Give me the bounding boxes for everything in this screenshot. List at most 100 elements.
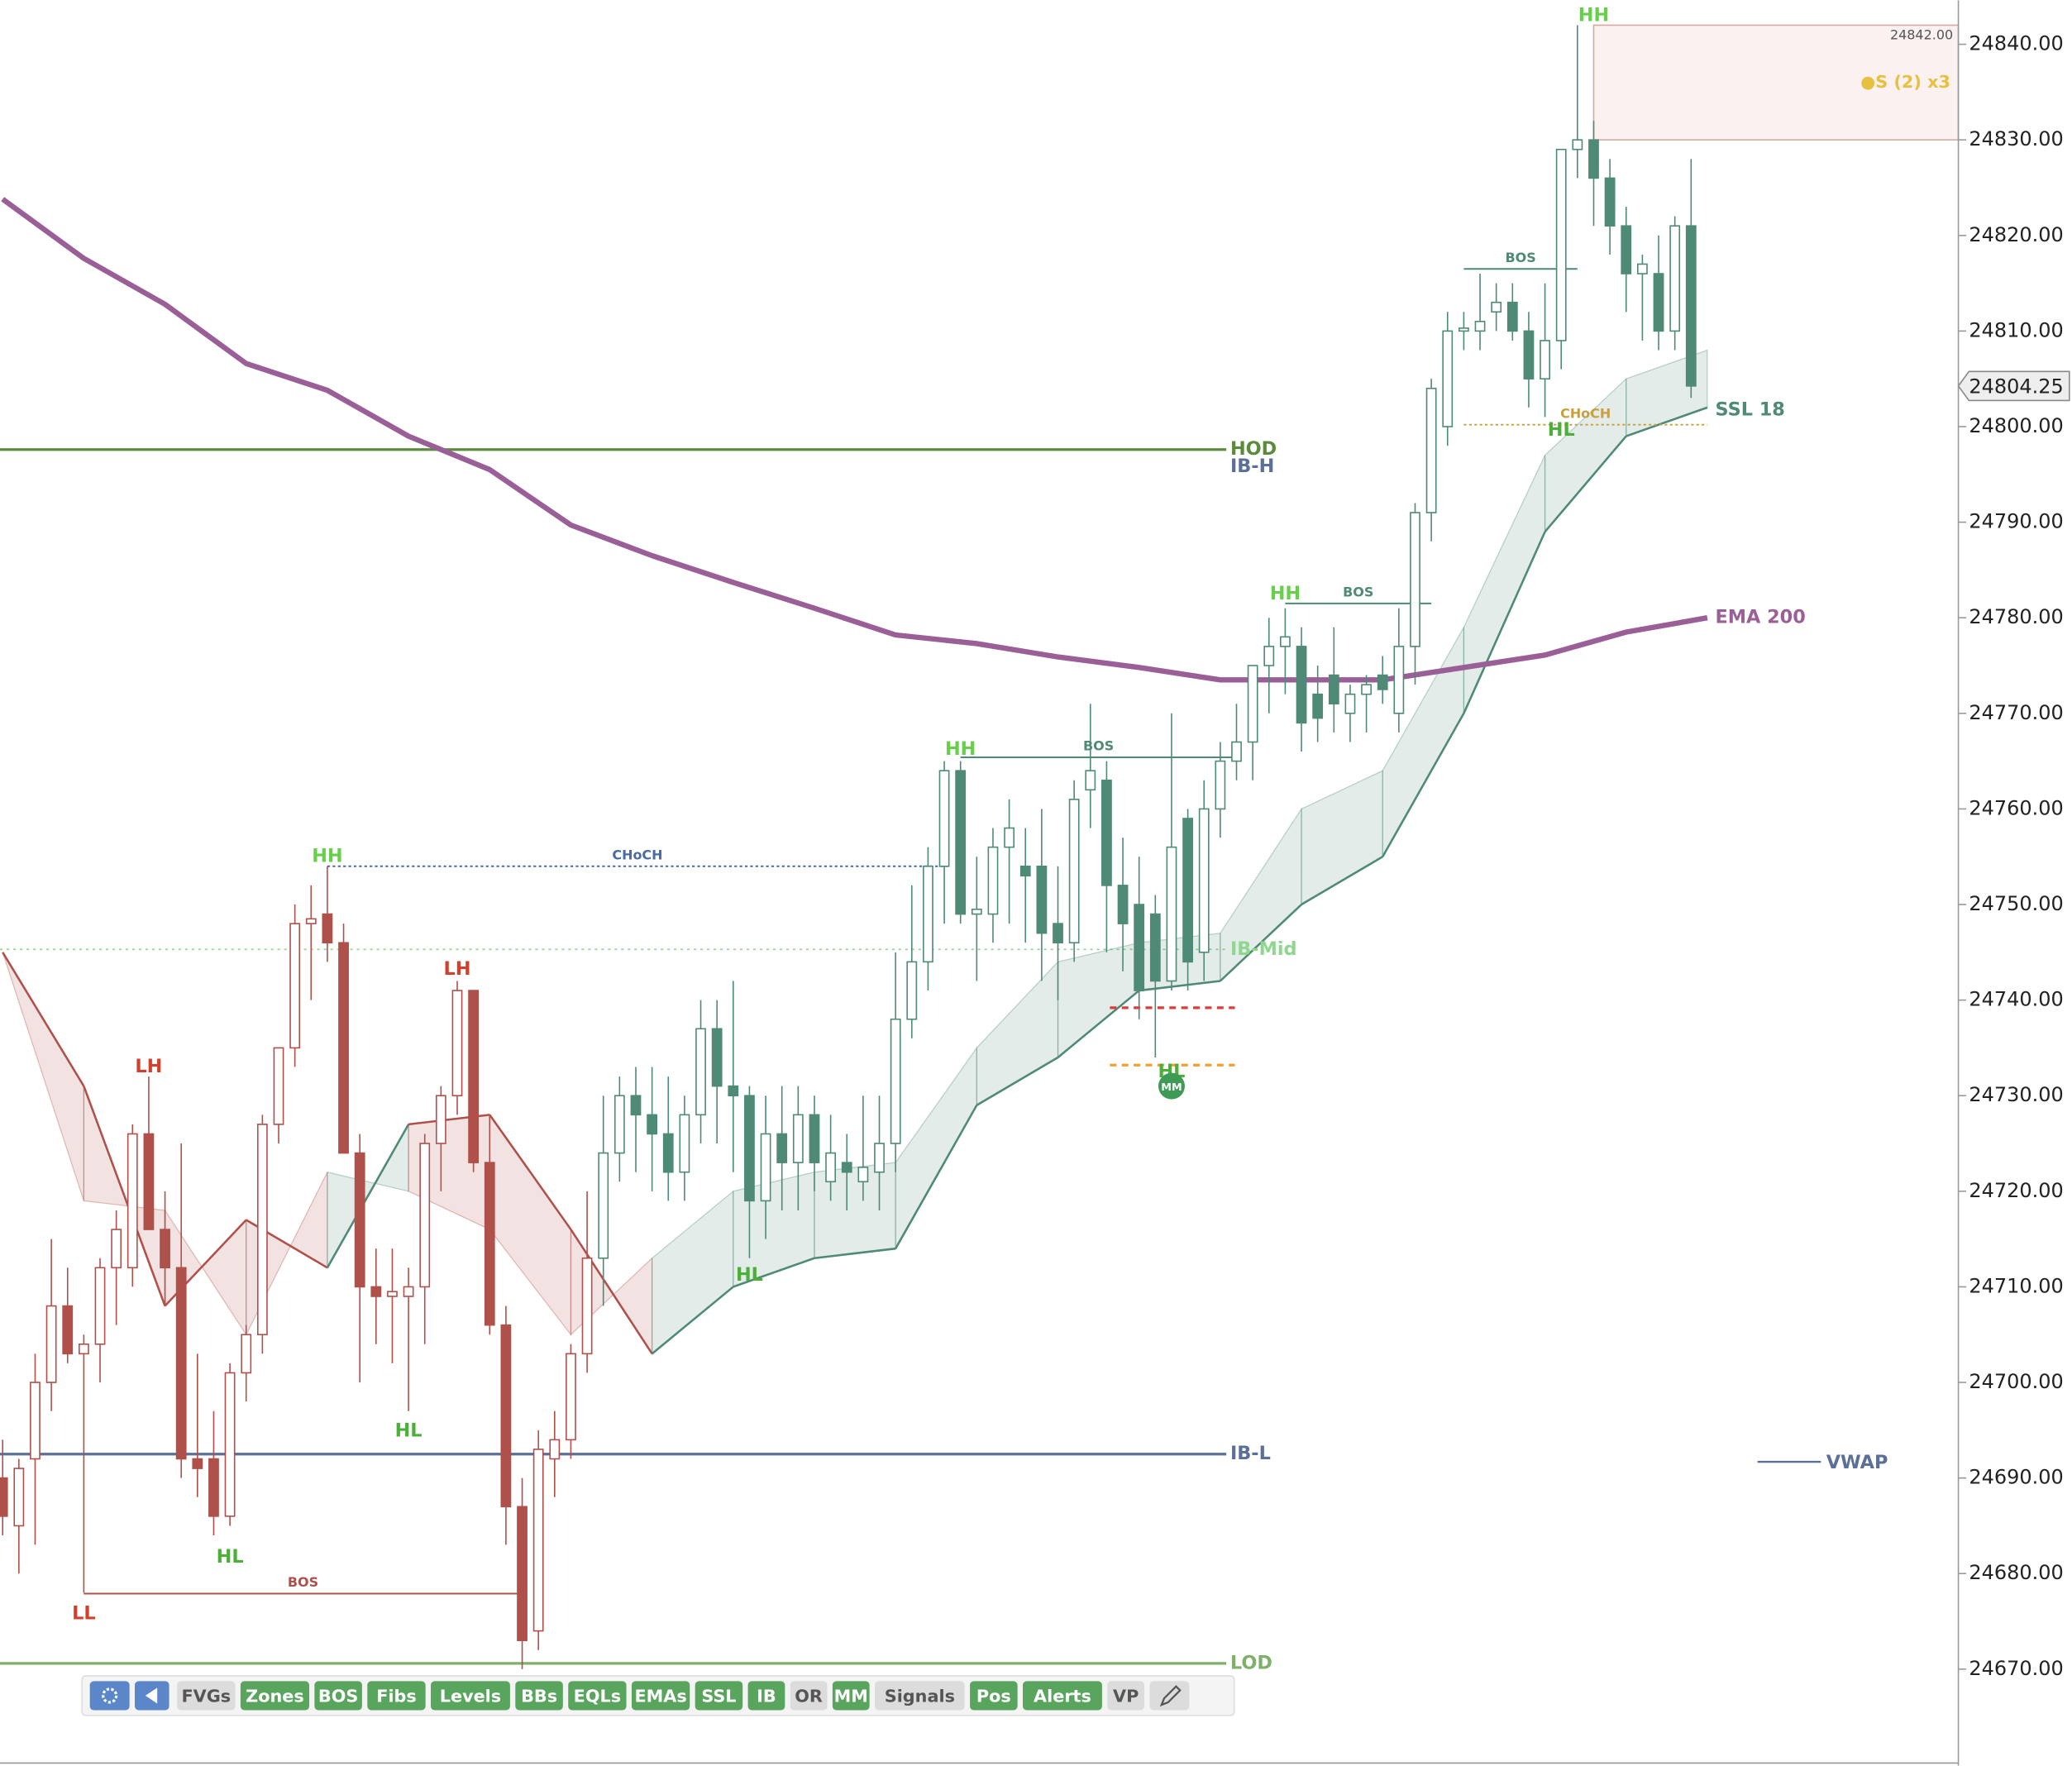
candle-body [1068, 799, 1080, 944]
candle-body [1117, 885, 1129, 924]
draw-button[interactable] [1149, 1681, 1190, 1711]
candle-body [728, 1085, 739, 1097]
toolbar-button[interactable] [747, 1681, 785, 1711]
pivot-label: HL [736, 1264, 763, 1286]
toolbar-button[interactable] [314, 1681, 362, 1711]
candle-body [1312, 693, 1324, 719]
toolbar-button[interactable] [177, 1681, 236, 1711]
candle-body [1101, 779, 1112, 886]
y-tick-label: 24770.00 [1969, 701, 2063, 724]
ssl-line [814, 1247, 896, 1260]
candle-body [62, 1305, 74, 1355]
toolbar-button[interactable] [367, 1681, 426, 1711]
toolbar-button-label[interactable]: Signals [885, 1687, 955, 1706]
candle-body [1459, 327, 1469, 332]
candle-body [613, 1095, 625, 1154]
ssl-line [1382, 713, 1465, 857]
candle-body [1588, 139, 1599, 179]
candle-body [744, 1095, 755, 1202]
candle-body [1506, 301, 1518, 332]
toolbar-button[interactable] [1023, 1681, 1102, 1711]
toolbar-button-label[interactable]: IB [757, 1687, 776, 1706]
candle-body [160, 1229, 170, 1269]
ema-label: EMA 200 [1716, 607, 1806, 628]
ssl-line [326, 1124, 410, 1268]
mm-marker [1158, 1072, 1185, 1100]
y-tick-label: 24810.00 [1969, 318, 2063, 341]
y-tick-label: 24820.00 [1969, 223, 2063, 246]
candle-body [45, 1305, 57, 1383]
candle-body [662, 1133, 674, 1173]
toolbar-button[interactable] [970, 1681, 1018, 1711]
toolbar-button-label[interactable]: Fibs [376, 1687, 417, 1706]
candle-body [468, 990, 480, 1163]
toolbar-button[interactable] [568, 1681, 627, 1711]
structure-label: BOS [1343, 585, 1373, 600]
toolbar-button-label[interactable]: BBs [521, 1687, 557, 1706]
candle-body [938, 770, 950, 867]
toolbar-button-label[interactable]: Levels [440, 1687, 501, 1706]
candle-body [1393, 646, 1405, 714]
toolbar-button-label[interactable]: EMAs [634, 1687, 686, 1706]
candle-body [387, 1291, 398, 1297]
candle-body [987, 846, 999, 915]
candle-body [1523, 330, 1535, 379]
candle-body [630, 1095, 642, 1116]
toolbar-button[interactable] [240, 1681, 309, 1711]
candle-body [1215, 760, 1226, 810]
candle-body [1231, 741, 1242, 762]
y-tick-label: 24780.00 [1969, 605, 2063, 628]
toolbar-button[interactable] [1107, 1681, 1145, 1711]
candle-body [1621, 225, 1632, 274]
toolbar-button-label[interactable]: Alerts [1034, 1687, 1091, 1706]
candle-body [1296, 646, 1307, 724]
candle-body [224, 1372, 236, 1517]
toolbar-button-label[interactable]: MM [834, 1687, 868, 1706]
toolbar-button[interactable] [832, 1681, 870, 1711]
candle-body [111, 1229, 122, 1269]
toolbar-button-label[interactable]: OR [795, 1687, 823, 1706]
candle-body [192, 1458, 203, 1469]
toolbar-button[interactable] [875, 1681, 965, 1711]
candle-body [78, 1343, 89, 1355]
y-tick-label: 24690.00 [1969, 1466, 2063, 1489]
structure-label: BOS [1506, 250, 1536, 265]
ssl-line [1219, 904, 1302, 982]
candle-body [500, 1324, 512, 1508]
toolbar: FVGs Zones BOS Fibs Levels BBs EQLs EMAs SSL IB OR… [81, 1675, 1235, 1716]
y-tick-label: 24830.00 [1969, 127, 2063, 150]
candle-body [1377, 674, 1388, 690]
y-tick-label: 24790.00 [1969, 510, 2063, 533]
toolbar-button[interactable] [515, 1681, 563, 1711]
pivot-label: HH [312, 846, 342, 867]
pivot-label: HH [1270, 583, 1301, 604]
current-price-tag [1957, 370, 2070, 402]
candle-body [354, 1152, 365, 1288]
toolbar-button-label[interactable]: BOS [318, 1687, 358, 1706]
candle-body [1555, 148, 1567, 341]
candle-body [484, 1162, 495, 1326]
toolbar-button[interactable] [431, 1681, 510, 1711]
toolbar-button[interactable] [790, 1681, 828, 1711]
candle-body [1280, 636, 1291, 647]
candle-body [581, 1257, 593, 1355]
toolbar-button[interactable] [695, 1681, 743, 1711]
draw-icon [1159, 1685, 1182, 1707]
toolbar-button-label[interactable]: FVGs [181, 1687, 231, 1706]
candle-body [1685, 225, 1697, 387]
toolbar-button-label[interactable]: EQLs [574, 1687, 621, 1706]
toolbar-button-label[interactable]: SSL [701, 1687, 736, 1706]
y-tick-label: 24680.00 [1969, 1561, 2063, 1584]
candle-body [1653, 273, 1664, 332]
toolbar-button[interactable] [631, 1681, 690, 1711]
candle-body [1572, 139, 1583, 150]
candle-body [322, 913, 333, 944]
structure-label: CHoCH [1560, 405, 1611, 421]
toolbar-button-label[interactable]: Pos [976, 1687, 1011, 1706]
candle-body [598, 1152, 609, 1259]
toolbar-button-label[interactable]: Zones [246, 1687, 304, 1706]
settings-button[interactable] [89, 1681, 130, 1711]
toolbar-button-label[interactable]: VP [1113, 1687, 1139, 1706]
candle-body [208, 1458, 219, 1517]
